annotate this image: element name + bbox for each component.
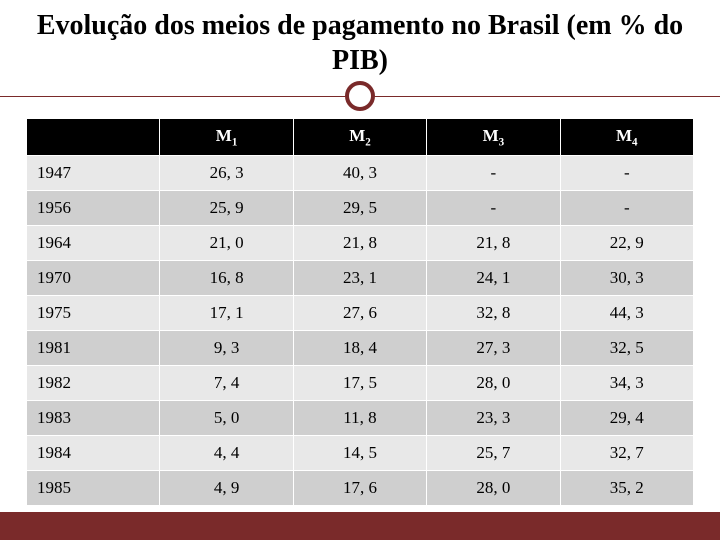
table-row: 1956 25, 9 29, 5 - -	[27, 191, 694, 226]
cell-m1: 5, 0	[160, 401, 293, 436]
cell-year: 1981	[27, 331, 160, 366]
table-row: 1982 7, 4 17, 5 28, 0 34, 3	[27, 366, 694, 401]
cell-m2: 14, 5	[293, 436, 426, 471]
cell-m3: 27, 3	[427, 331, 560, 366]
cell-m1: 4, 4	[160, 436, 293, 471]
cell-m2: 29, 5	[293, 191, 426, 226]
cell-m3: 25, 7	[427, 436, 560, 471]
cell-m2: 40, 3	[293, 156, 426, 191]
cell-m2: 17, 6	[293, 471, 426, 506]
cell-m2: 27, 6	[293, 296, 426, 331]
table-row: 1964 21, 0 21, 8 21, 8 22, 9	[27, 226, 694, 261]
cell-m4: -	[560, 191, 693, 226]
cell-m1: 21, 0	[160, 226, 293, 261]
cell-m3: 32, 8	[427, 296, 560, 331]
cell-m3: 28, 0	[427, 471, 560, 506]
table-row: 1975 17, 1 27, 6 32, 8 44, 3	[27, 296, 694, 331]
cell-m2: 21, 8	[293, 226, 426, 261]
cell-m1: 7, 4	[160, 366, 293, 401]
table-row: 1947 26, 3 40, 3 - -	[27, 156, 694, 191]
cell-m1: 9, 3	[160, 331, 293, 366]
slide-title: Evolução dos meios de pagamento no Brasi…	[0, 0, 720, 82]
title-divider	[0, 80, 720, 114]
circle-icon	[345, 81, 375, 111]
cell-m3: 24, 1	[427, 261, 560, 296]
cell-m4: -	[560, 156, 693, 191]
cell-year: 1975	[27, 296, 160, 331]
cell-m3: -	[427, 156, 560, 191]
table-row: 1983 5, 0 11, 8 23, 3 29, 4	[27, 401, 694, 436]
cell-year: 1964	[27, 226, 160, 261]
cell-m4: 44, 3	[560, 296, 693, 331]
cell-m4: 34, 3	[560, 366, 693, 401]
cell-m2: 11, 8	[293, 401, 426, 436]
table-row: 1981 9, 3 18, 4 27, 3 32, 5	[27, 331, 694, 366]
footer-bar	[0, 512, 720, 540]
cell-m3: 21, 8	[427, 226, 560, 261]
cell-m4: 22, 9	[560, 226, 693, 261]
cell-m3: 28, 0	[427, 366, 560, 401]
cell-m1: 17, 1	[160, 296, 293, 331]
table-row: 1984 4, 4 14, 5 25, 7 32, 7	[27, 436, 694, 471]
cell-m1: 26, 3	[160, 156, 293, 191]
cell-year: 1985	[27, 471, 160, 506]
cell-m4: 35, 2	[560, 471, 693, 506]
col-header-m2: M2	[293, 119, 426, 156]
table-row: 1970 16, 8 23, 1 24, 1 30, 3	[27, 261, 694, 296]
cell-m3: 23, 3	[427, 401, 560, 436]
cell-m3: -	[427, 191, 560, 226]
col-header-m1: M1	[160, 119, 293, 156]
cell-m1: 25, 9	[160, 191, 293, 226]
cell-year: 1983	[27, 401, 160, 436]
col-header-year	[27, 119, 160, 156]
slide: Evolução dos meios de pagamento no Brasi…	[0, 0, 720, 540]
table-header-row: M1 M2 M3 M4	[27, 119, 694, 156]
cell-m4: 30, 3	[560, 261, 693, 296]
cell-m2: 23, 1	[293, 261, 426, 296]
table-body: 1947 26, 3 40, 3 - - 1956 25, 9 29, 5 - …	[27, 156, 694, 506]
payment-means-table: M1 M2 M3 M4 1947 26, 3 40, 3 - - 1956 25…	[26, 118, 694, 506]
cell-year: 1956	[27, 191, 160, 226]
cell-m4: 32, 7	[560, 436, 693, 471]
cell-m4: 32, 5	[560, 331, 693, 366]
cell-m2: 18, 4	[293, 331, 426, 366]
cell-m4: 29, 4	[560, 401, 693, 436]
cell-year: 1947	[27, 156, 160, 191]
table-container: M1 M2 M3 M4 1947 26, 3 40, 3 - - 1956 25…	[0, 114, 720, 506]
cell-m1: 16, 8	[160, 261, 293, 296]
col-header-m4: M4	[560, 119, 693, 156]
cell-year: 1984	[27, 436, 160, 471]
col-header-m3: M3	[427, 119, 560, 156]
cell-year: 1982	[27, 366, 160, 401]
table-row: 1985 4, 9 17, 6 28, 0 35, 2	[27, 471, 694, 506]
cell-m1: 4, 9	[160, 471, 293, 506]
cell-year: 1970	[27, 261, 160, 296]
cell-m2: 17, 5	[293, 366, 426, 401]
